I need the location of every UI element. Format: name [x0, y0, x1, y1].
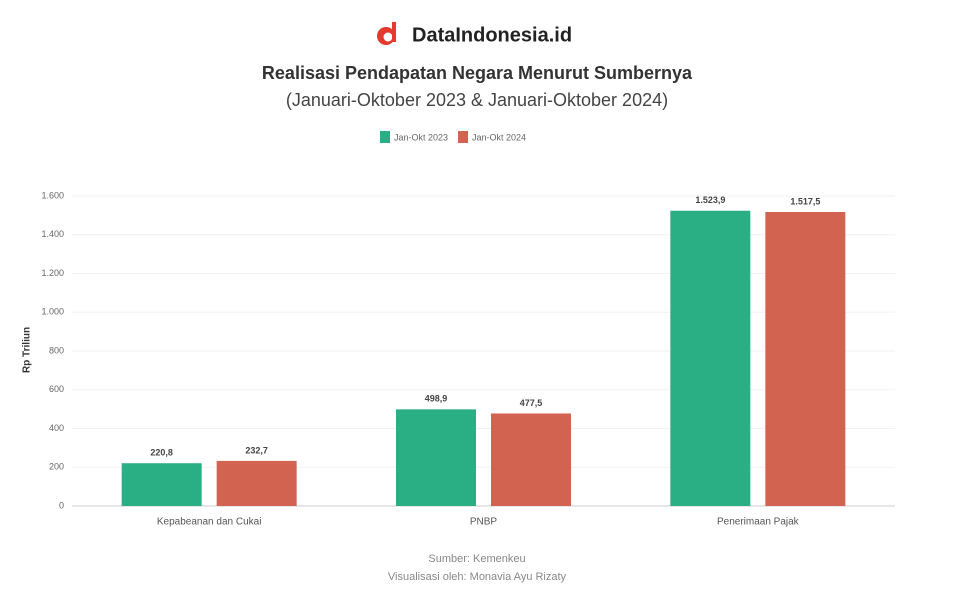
y-tick-label: 1.000 [41, 307, 64, 317]
y-tick-label: 400 [49, 423, 64, 433]
x-tick-label: PNBP [470, 517, 498, 528]
value-label: 1.517,5 [790, 196, 820, 206]
bar [491, 413, 571, 506]
legend-label: Jan-Okt 2024 [472, 132, 526, 142]
y-tick-label: 1.600 [41, 190, 64, 200]
chart-title: Realisasi Pendapatan Negara Menurut Sumb… [262, 63, 693, 83]
value-label: 498,9 [425, 394, 448, 404]
credit: Visualisasi oleh: Monavia Ayu Rizaty [388, 571, 567, 583]
legend-label: Jan-Okt 2023 [394, 132, 448, 142]
bar [216, 460, 297, 506]
legend-swatch [458, 131, 469, 143]
bar [396, 409, 476, 506]
y-tick-label: 0 [59, 500, 64, 510]
x-tick-label: Kepabeanan dan Cukai [157, 517, 262, 528]
legend-swatch [380, 131, 390, 143]
value-label: 1.523,9 [695, 195, 725, 205]
value-label: 477,5 [520, 398, 543, 408]
y-tick-label: 1.200 [41, 268, 64, 278]
y-tick-label: 200 [49, 462, 64, 472]
chart-subtitle: (Januari-Oktober 2023 & Januari-Oktober … [286, 90, 668, 110]
y-tick-label: 1.400 [41, 229, 64, 239]
y-tick-label: 800 [49, 345, 64, 355]
x-tick-label: Penerimaan Pajak [717, 517, 800, 528]
source: Sumber: Kemenkeu [428, 553, 525, 565]
y-tick-label: 600 [49, 384, 64, 394]
bar [670, 210, 751, 506]
value-label: 220,8 [150, 448, 173, 458]
value-label: 232,7 [245, 445, 268, 455]
y-axis-label: Rp Triliun [22, 327, 33, 373]
bar [765, 211, 846, 506]
logo [377, 22, 396, 45]
brand: DataIndonesia.id [412, 24, 572, 46]
bar [121, 463, 202, 506]
